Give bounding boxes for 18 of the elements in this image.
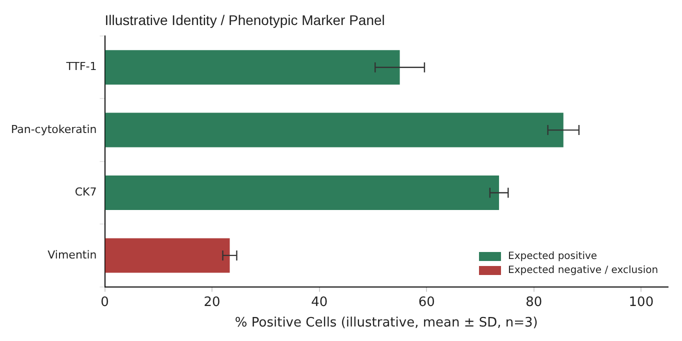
legend-label: Expected negative / exclusion xyxy=(508,264,658,276)
legend-label: Expected positive xyxy=(508,250,598,262)
bar xyxy=(105,238,230,273)
x-tick-label: 80 xyxy=(526,294,542,310)
x-axis-title: % Positive Cells (illustrative, mean ± SD, n=3) xyxy=(234,316,538,331)
x-tick-label: 20 xyxy=(204,294,220,310)
chart-title: Illustrative Identity / Phenotypic Marker Panel xyxy=(104,12,385,28)
x-tick-label: 100 xyxy=(628,294,654,310)
bar xyxy=(105,50,400,85)
y-tick-label: CK7 xyxy=(74,186,97,199)
y-tick-label: Pan-cytokeratin xyxy=(10,122,97,136)
x-tick-label: 60 xyxy=(418,294,435,310)
y-tick-label: Vimentin xyxy=(48,248,97,262)
bar xyxy=(105,112,564,148)
bar xyxy=(105,176,500,210)
x-tick-label: 40 xyxy=(311,294,328,310)
x-tick-label: 0 xyxy=(100,294,109,310)
y-tick-label: TTF-1 xyxy=(65,60,97,74)
